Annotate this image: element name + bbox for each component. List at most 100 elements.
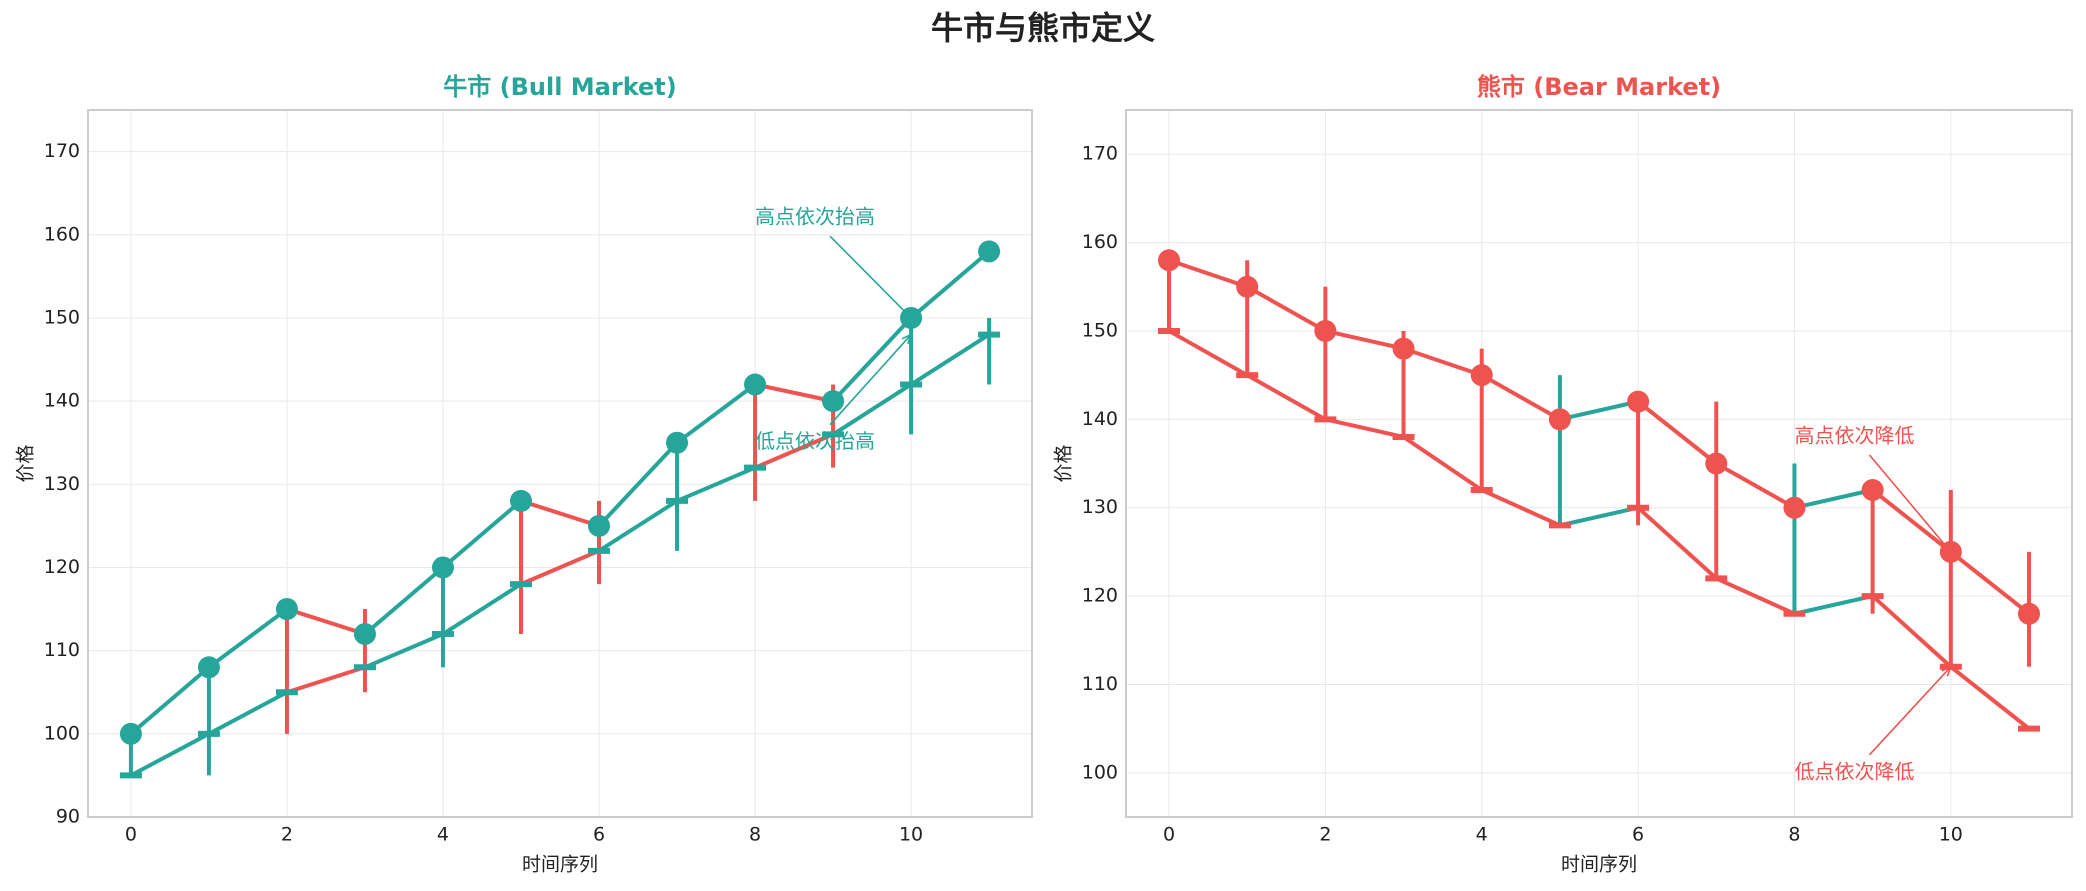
- line-segment: [520, 499, 600, 528]
- plot-area: [88, 110, 1032, 817]
- y-tick-label: 120: [1082, 585, 1118, 607]
- y-tick-label: 170: [44, 140, 80, 162]
- x-tick-label: 10: [899, 824, 923, 846]
- x-tick-label: 2: [281, 824, 293, 846]
- high-marker: [1158, 249, 1180, 272]
- y-tick-label: 150: [44, 306, 80, 328]
- high-marker: [1236, 275, 1259, 298]
- line-segment: [909, 332, 991, 387]
- y-tick-label: 120: [44, 556, 80, 578]
- line-segment: [1324, 328, 1404, 351]
- line-segment: [1871, 594, 1953, 669]
- line-segment: [207, 690, 288, 736]
- plot-frame: [87, 109, 1033, 818]
- x-tick-label: 2: [1319, 824, 1331, 846]
- line-segment: [1168, 258, 1248, 289]
- x-axis-label: 时间序列: [522, 854, 598, 876]
- high-marker: [1627, 390, 1650, 413]
- line-segment: [441, 499, 523, 569]
- line-segment: [1871, 488, 1953, 554]
- line-segment: [909, 249, 991, 320]
- line-segment: [441, 582, 523, 636]
- high-marker: [431, 556, 454, 579]
- y-tick-label: 170: [1082, 143, 1118, 165]
- y-tick-label: 140: [1082, 408, 1118, 430]
- line-segment: [207, 607, 289, 669]
- high-marker: [2018, 602, 2040, 625]
- line-segment: [520, 548, 600, 586]
- line-segment: [1949, 665, 2031, 731]
- line-segment: [1324, 417, 1404, 439]
- high-marker: [822, 390, 845, 413]
- line-segment: [675, 382, 757, 445]
- annotation: 低点依次抬高: [755, 429, 875, 453]
- y-axis-label: 价格: [15, 444, 37, 482]
- y-tick-label: 130: [44, 473, 80, 495]
- x-tick-label: 4: [1476, 824, 1488, 846]
- line-segment: [597, 441, 679, 528]
- line-segment: [129, 665, 211, 736]
- y-tick-label: 100: [1082, 761, 1118, 783]
- y-tick-label: 110: [44, 639, 80, 661]
- x-axis-label: 时间序列: [1561, 854, 1637, 876]
- high-marker: [509, 489, 532, 512]
- annotation-arrow: [829, 235, 913, 320]
- line-segment: [1636, 506, 1718, 580]
- high-marker: [353, 623, 376, 646]
- plot-area: [1126, 110, 2072, 817]
- line-segment: [1246, 285, 1327, 333]
- axes-title: 牛市 (Bull Market): [443, 73, 676, 101]
- line-segment: [754, 432, 834, 470]
- line-segment: [754, 382, 834, 404]
- high-marker: [1314, 319, 1337, 342]
- high-marker: [1861, 479, 1884, 502]
- x-tick-label: 6: [593, 824, 605, 846]
- line-segment: [1636, 400, 1718, 466]
- line-segment: [831, 382, 913, 437]
- line-segment: [286, 607, 366, 636]
- annotation-arrow: [1868, 665, 1953, 756]
- y-tick-label: 160: [44, 223, 80, 245]
- x-tick-label: 4: [437, 824, 449, 846]
- y-tick-label: 110: [1082, 673, 1118, 695]
- annotation: 高点依次降低: [1794, 423, 1914, 447]
- high-marker: [197, 656, 220, 679]
- axes-title: 熊市 (Bear Market): [1477, 73, 1721, 101]
- high-marker: [1470, 364, 1493, 387]
- line-segment: [1480, 373, 1561, 422]
- line-segment: [286, 665, 366, 695]
- y-tick-label: 130: [1082, 496, 1118, 518]
- annotation-arrow: [829, 333, 913, 426]
- line-segment: [1559, 399, 1639, 422]
- high-marker: [1783, 496, 1806, 519]
- high-marker: [1392, 337, 1415, 360]
- line-segment: [1168, 329, 1249, 377]
- line-segment: [364, 632, 444, 670]
- figure-title: 牛市与熊市定义: [931, 9, 1155, 47]
- line-segment: [1480, 488, 1561, 528]
- x-tick-label: 0: [1163, 824, 1175, 846]
- line-segment: [129, 732, 210, 778]
- line-segment: [1402, 346, 1483, 378]
- x-tick-label: 10: [1939, 824, 1963, 846]
- x-tick-label: 0: [125, 824, 137, 846]
- y-axis-label: 价格: [1053, 444, 1075, 482]
- line-segment: [597, 499, 679, 553]
- line-segment: [831, 316, 913, 403]
- y-tick-label: 140: [44, 390, 80, 412]
- x-tick-label: 8: [749, 824, 761, 846]
- line-segment: [676, 465, 756, 503]
- y-tick-label: 150: [1082, 319, 1118, 341]
- annotation: 低点依次降低: [1794, 759, 1914, 783]
- high-marker: [666, 431, 689, 454]
- line-segment: [1949, 550, 2031, 616]
- annotation: 高点依次抬高: [755, 205, 875, 229]
- y-tick-label: 160: [1082, 231, 1118, 253]
- line-segment: [1246, 373, 1327, 422]
- x-tick-label: 6: [1632, 824, 1644, 846]
- line-segment: [1715, 576, 1796, 616]
- line-segment: [363, 565, 445, 636]
- high-marker: [978, 240, 1001, 263]
- line-segment: [1715, 461, 1796, 510]
